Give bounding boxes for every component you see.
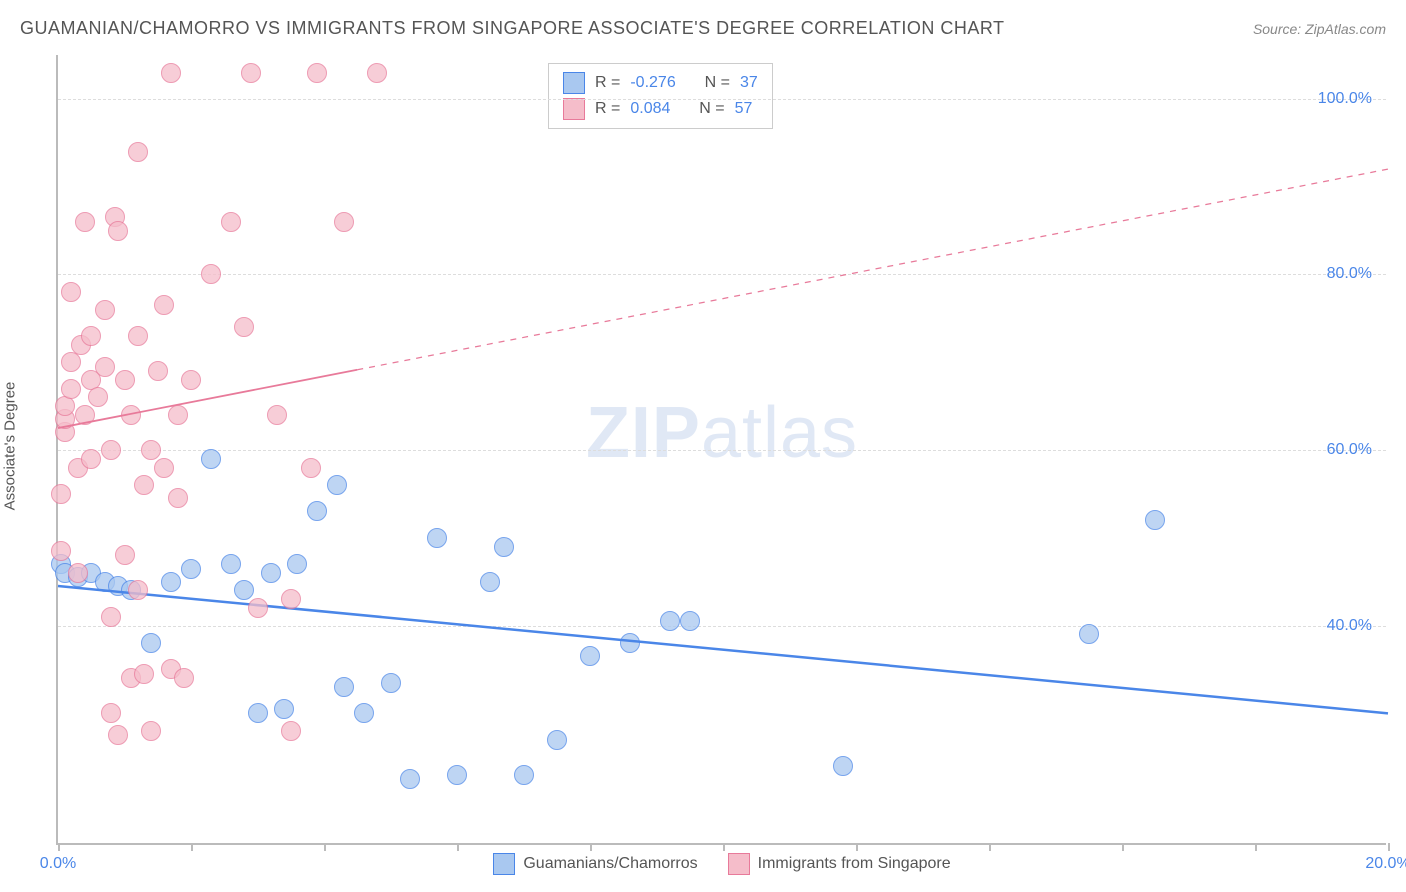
x-tick-label: 20.0% [1365,855,1406,873]
source-label: Source: ZipAtlas.com [1253,21,1386,37]
x-tick-label: 0.0% [40,855,76,873]
legend-item-blue: Guamanians/Chamorros [493,853,697,875]
chart-title: GUAMANIAN/CHAMORRO VS IMMIGRANTS FROM SI… [20,18,1005,39]
x-tick [1388,843,1390,851]
y-axis-label: Associate's Degree [2,382,19,511]
trend-line [58,55,1388,845]
scatter-plot: ZIPatlas R = -0.276 N = 37 R = 0.084 N =… [56,55,1386,845]
swatch-blue [493,853,515,875]
swatch-pink [728,853,750,875]
series-legend: Guamanians/Chamorros Immigrants from Sin… [58,853,1386,875]
legend-item-pink: Immigrants from Singapore [728,853,951,875]
